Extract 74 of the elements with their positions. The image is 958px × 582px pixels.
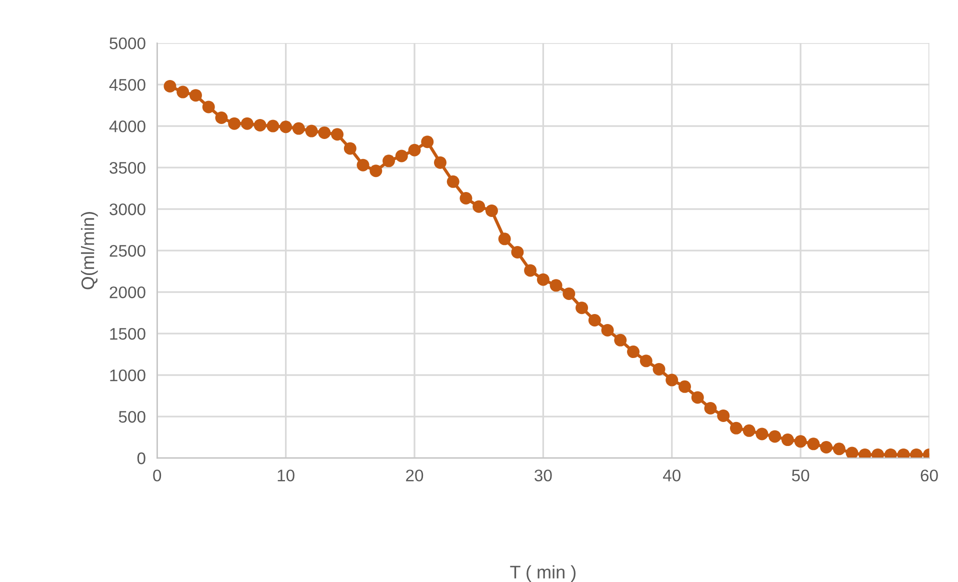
point bbox=[627, 346, 640, 358]
point bbox=[498, 232, 511, 246]
point bbox=[318, 126, 331, 139]
x-tick-label: 50 bbox=[792, 470, 810, 482]
point bbox=[254, 118, 266, 132]
point bbox=[189, 89, 202, 102]
x-tick-label: 0 bbox=[153, 470, 162, 482]
point bbox=[472, 200, 486, 213]
point bbox=[614, 334, 627, 346]
point bbox=[524, 264, 537, 277]
point bbox=[511, 246, 524, 258]
point bbox=[176, 86, 190, 98]
point bbox=[678, 380, 691, 393]
point bbox=[408, 144, 421, 156]
point bbox=[832, 442, 846, 456]
y-tick-label: 3000 bbox=[110, 203, 146, 216]
point bbox=[781, 434, 794, 446]
y-tick-label: 1500 bbox=[110, 328, 146, 340]
y-tick-label: 2500 bbox=[110, 244, 146, 257]
point bbox=[846, 446, 858, 458]
point bbox=[266, 120, 280, 132]
point bbox=[588, 314, 601, 327]
point bbox=[344, 142, 356, 155]
point bbox=[562, 287, 576, 300]
y-tick-label: 3500 bbox=[110, 162, 146, 174]
x-tick-label: 20 bbox=[406, 470, 424, 482]
y-tick-label: 4000 bbox=[109, 120, 146, 132]
point bbox=[576, 302, 588, 314]
x-axis-title: T ( min ) bbox=[510, 565, 576, 582]
point bbox=[280, 120, 292, 134]
point bbox=[164, 80, 176, 92]
point bbox=[395, 150, 408, 162]
point bbox=[382, 154, 396, 168]
y-tick-label: 5000 bbox=[110, 37, 146, 50]
point bbox=[820, 440, 833, 454]
point bbox=[550, 279, 562, 292]
y-tick-label: 2000 bbox=[110, 286, 146, 298]
y-tick-label: 1000 bbox=[110, 369, 146, 382]
point bbox=[666, 374, 678, 386]
point bbox=[370, 164, 382, 178]
point bbox=[717, 409, 730, 422]
x-tick-label: 60 bbox=[920, 470, 938, 482]
point bbox=[215, 112, 228, 124]
x-tick-label: 30 bbox=[534, 470, 552, 482]
point bbox=[730, 422, 742, 434]
point bbox=[756, 428, 768, 440]
point bbox=[446, 175, 460, 188]
y-axis-title: Q(ml/min) bbox=[80, 212, 98, 290]
point bbox=[640, 354, 652, 368]
point bbox=[704, 402, 717, 414]
point bbox=[305, 124, 318, 138]
point bbox=[240, 117, 254, 130]
point bbox=[485, 204, 498, 217]
point bbox=[356, 158, 370, 172]
point bbox=[292, 122, 305, 135]
point bbox=[421, 136, 434, 148]
point bbox=[331, 128, 344, 141]
point bbox=[202, 100, 215, 114]
point bbox=[652, 362, 666, 376]
point bbox=[794, 435, 807, 448]
point bbox=[742, 424, 756, 437]
x-tick-label: 40 bbox=[662, 470, 680, 482]
point bbox=[434, 156, 446, 169]
point bbox=[601, 324, 614, 336]
point bbox=[460, 192, 472, 205]
y-tick-label: 500 bbox=[118, 410, 146, 423]
point bbox=[691, 391, 704, 404]
point bbox=[536, 273, 550, 286]
y-tick-label: 0 bbox=[137, 452, 146, 464]
y-tick-label: 4500 bbox=[109, 78, 146, 91]
x-tick-label: 10 bbox=[278, 470, 294, 482]
point bbox=[807, 438, 820, 450]
point bbox=[228, 117, 241, 130]
point bbox=[768, 430, 782, 443]
